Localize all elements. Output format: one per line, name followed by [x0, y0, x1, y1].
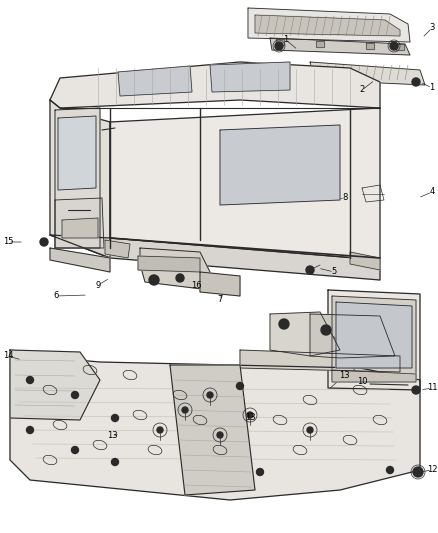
- Polygon shape: [270, 312, 340, 356]
- Polygon shape: [240, 350, 400, 372]
- Circle shape: [306, 266, 314, 274]
- Text: 1: 1: [283, 36, 289, 44]
- Polygon shape: [210, 62, 290, 92]
- Text: 3: 3: [429, 23, 434, 33]
- Polygon shape: [220, 125, 340, 205]
- Circle shape: [112, 415, 119, 422]
- Polygon shape: [310, 62, 425, 85]
- Circle shape: [307, 427, 313, 433]
- Polygon shape: [55, 198, 104, 248]
- Circle shape: [27, 426, 33, 433]
- Circle shape: [413, 467, 423, 477]
- Circle shape: [149, 275, 159, 285]
- Polygon shape: [58, 116, 96, 190]
- Circle shape: [386, 466, 393, 473]
- Circle shape: [412, 386, 420, 394]
- Circle shape: [412, 78, 420, 86]
- Circle shape: [247, 412, 253, 418]
- Polygon shape: [276, 39, 284, 45]
- Text: 13: 13: [245, 414, 255, 423]
- Circle shape: [279, 319, 289, 329]
- Polygon shape: [170, 365, 255, 495]
- Polygon shape: [270, 38, 410, 55]
- Polygon shape: [332, 296, 416, 380]
- Polygon shape: [310, 314, 395, 358]
- Circle shape: [71, 447, 78, 454]
- Circle shape: [112, 458, 119, 465]
- Polygon shape: [50, 235, 380, 280]
- Circle shape: [321, 325, 331, 335]
- Circle shape: [217, 432, 223, 438]
- Polygon shape: [110, 108, 380, 260]
- Polygon shape: [316, 41, 324, 46]
- Text: 12: 12: [427, 465, 437, 474]
- Polygon shape: [350, 252, 380, 270]
- Circle shape: [71, 392, 78, 399]
- Circle shape: [176, 274, 184, 282]
- Polygon shape: [50, 62, 380, 108]
- Polygon shape: [50, 100, 110, 258]
- Polygon shape: [366, 43, 374, 49]
- Text: 16: 16: [191, 280, 201, 289]
- Text: 14: 14: [3, 351, 13, 360]
- Text: 8: 8: [343, 193, 348, 203]
- Text: 4: 4: [429, 188, 434, 197]
- Text: 13: 13: [339, 372, 350, 381]
- Polygon shape: [140, 248, 210, 290]
- Text: 5: 5: [332, 268, 337, 277]
- Circle shape: [275, 42, 283, 50]
- Polygon shape: [336, 302, 412, 368]
- Text: 10: 10: [357, 377, 367, 386]
- Circle shape: [257, 469, 264, 475]
- Text: 1: 1: [429, 84, 434, 93]
- Circle shape: [182, 407, 188, 413]
- Polygon shape: [10, 350, 100, 420]
- Polygon shape: [50, 248, 110, 272]
- Text: 11: 11: [427, 384, 437, 392]
- Polygon shape: [328, 290, 420, 390]
- Circle shape: [237, 383, 244, 390]
- Circle shape: [390, 42, 398, 50]
- Text: 7: 7: [217, 295, 223, 304]
- Text: 13: 13: [107, 432, 117, 440]
- Text: 6: 6: [53, 292, 59, 301]
- Polygon shape: [138, 256, 200, 272]
- Circle shape: [207, 392, 213, 398]
- Circle shape: [40, 238, 48, 246]
- Polygon shape: [62, 218, 98, 238]
- Text: 9: 9: [95, 280, 101, 289]
- Polygon shape: [105, 240, 130, 258]
- Polygon shape: [200, 272, 240, 296]
- Circle shape: [157, 427, 163, 433]
- Polygon shape: [248, 8, 410, 42]
- Text: 2: 2: [359, 85, 364, 94]
- Polygon shape: [255, 15, 400, 36]
- Polygon shape: [118, 66, 192, 96]
- Polygon shape: [396, 44, 404, 50]
- Text: 15: 15: [3, 238, 13, 246]
- Polygon shape: [10, 350, 420, 500]
- Polygon shape: [55, 108, 100, 248]
- Circle shape: [27, 376, 33, 384]
- Polygon shape: [332, 370, 416, 382]
